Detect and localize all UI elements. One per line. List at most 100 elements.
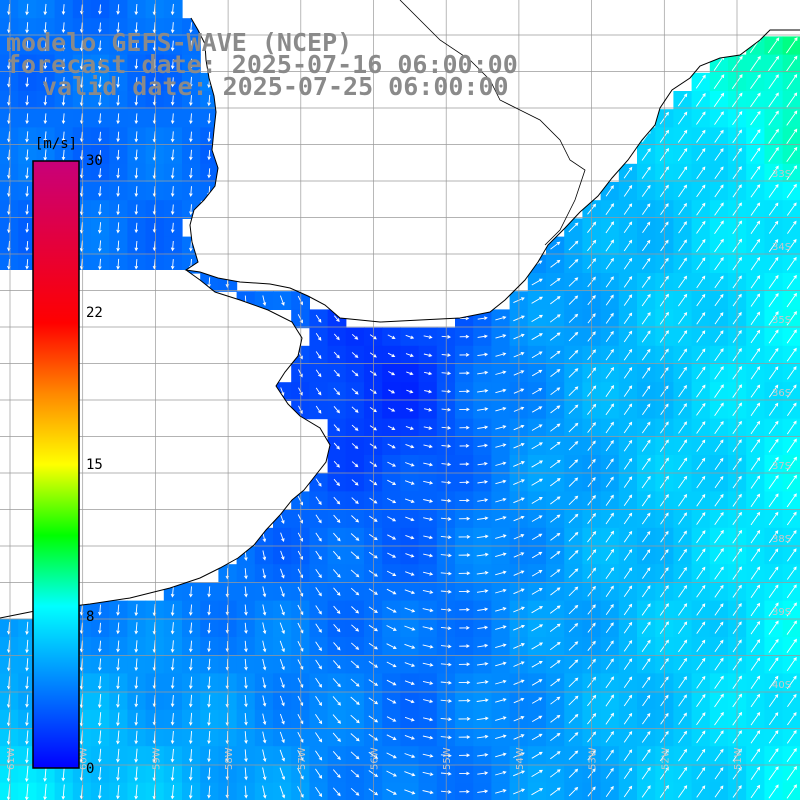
wind-arrow bbox=[768, 366, 779, 380]
wind-arrow bbox=[386, 661, 397, 668]
wind-arrow bbox=[404, 734, 415, 740]
wind-arrow bbox=[678, 657, 688, 671]
wind-arrow bbox=[387, 461, 397, 467]
wind-arrow bbox=[422, 680, 434, 685]
wind-arrow bbox=[134, 58, 139, 70]
wind-arrow bbox=[495, 352, 507, 357]
wind-arrow bbox=[404, 625, 416, 631]
wind-arrow bbox=[623, 385, 633, 397]
wind-arrow bbox=[458, 571, 471, 576]
wind-arrow bbox=[623, 439, 633, 452]
wind-arrow bbox=[332, 714, 342, 724]
wind-arrow bbox=[315, 333, 322, 341]
wind-arrow bbox=[641, 312, 651, 325]
wind-arrow bbox=[714, 548, 724, 562]
wind-arrow bbox=[678, 348, 688, 361]
wind-arrow bbox=[786, 37, 798, 54]
wind-arrow bbox=[787, 530, 797, 544]
wind-arrow bbox=[244, 568, 248, 580]
wind-arrow bbox=[405, 425, 414, 430]
wind-arrow bbox=[768, 693, 779, 707]
wind-arrow bbox=[97, 76, 102, 89]
wind-arrow bbox=[315, 387, 322, 396]
wind-arrow bbox=[768, 420, 779, 435]
wind-arrow bbox=[368, 679, 379, 686]
wind-arrow bbox=[332, 751, 341, 761]
wind-arrow bbox=[714, 693, 724, 708]
wind-arrow bbox=[550, 714, 561, 723]
wind-arrow bbox=[623, 421, 633, 434]
wind-arrow bbox=[116, 76, 120, 88]
wind-arrow bbox=[605, 658, 614, 670]
wind-arrow bbox=[678, 766, 688, 780]
wind-arrow bbox=[531, 442, 543, 450]
wind-arrow bbox=[568, 641, 579, 651]
wind-arrow bbox=[768, 165, 779, 180]
wind-arrow bbox=[351, 333, 359, 340]
wind-arrow bbox=[550, 405, 561, 414]
wind-arrow bbox=[568, 786, 579, 797]
wind-arrow bbox=[279, 695, 285, 707]
wind-arrow bbox=[678, 403, 687, 416]
wind-arrow bbox=[315, 677, 323, 688]
wind-arrow bbox=[642, 676, 651, 689]
wind-arrow bbox=[368, 788, 379, 796]
wind-arrow bbox=[678, 639, 688, 653]
wind-arrow bbox=[531, 642, 544, 650]
wind-arrow bbox=[678, 184, 688, 198]
wind-arrow bbox=[404, 643, 416, 649]
wind-arrow bbox=[262, 586, 267, 598]
wind-arrow bbox=[476, 516, 489, 521]
wind-arrow bbox=[333, 315, 340, 322]
wind-arrow bbox=[477, 370, 489, 375]
wind-arrow bbox=[422, 717, 434, 722]
wind-arrow bbox=[170, 259, 175, 270]
wind-arrow bbox=[714, 639, 724, 653]
wind-arrow bbox=[116, 58, 120, 70]
wind-arrow bbox=[315, 695, 323, 706]
wind-arrow bbox=[714, 184, 724, 198]
wind-arrow bbox=[405, 443, 415, 449]
wind-arrow bbox=[116, 95, 120, 107]
wind-arrow bbox=[134, 640, 139, 653]
wind-arrow bbox=[750, 165, 761, 180]
wind-arrow bbox=[262, 604, 267, 616]
wind-arrow bbox=[786, 766, 797, 781]
wind-arrow bbox=[531, 624, 544, 632]
wind-arrow bbox=[696, 111, 706, 125]
wind-arrow bbox=[568, 258, 579, 269]
wind-arrow bbox=[568, 713, 579, 724]
wind-arrow bbox=[714, 129, 724, 143]
wind-arrow bbox=[568, 441, 579, 451]
wind-arrow bbox=[641, 184, 651, 197]
lon-label: 60W bbox=[79, 747, 90, 770]
wind-arrow bbox=[568, 295, 579, 305]
wind-arrow bbox=[642, 239, 651, 252]
lon-label: 54W bbox=[515, 747, 526, 770]
wind-arrow bbox=[6, 712, 11, 727]
wind-arrow bbox=[116, 40, 120, 52]
wind-arrow bbox=[642, 221, 651, 233]
wind-arrow bbox=[297, 767, 304, 780]
wind-arrow bbox=[696, 293, 706, 307]
wind-arrow bbox=[550, 569, 561, 578]
wind-arrow bbox=[768, 311, 779, 326]
wind-arrow bbox=[623, 694, 633, 707]
wind-arrow bbox=[134, 712, 138, 726]
wind-arrow bbox=[768, 493, 779, 508]
wind-arrow bbox=[279, 604, 285, 616]
wind-arrow bbox=[605, 458, 614, 470]
wind-arrow bbox=[297, 786, 304, 798]
wind-arrow bbox=[207, 749, 211, 763]
wind-arrow bbox=[170, 695, 175, 708]
wind-arrow bbox=[696, 512, 706, 525]
wind-arrow bbox=[696, 475, 706, 489]
wind-arrow bbox=[405, 534, 415, 540]
wind-arrow bbox=[134, 694, 139, 708]
wind-arrow bbox=[98, 258, 102, 270]
coastline-north bbox=[184, 17, 800, 323]
wind-arrow bbox=[696, 148, 706, 161]
wind-arrow bbox=[405, 462, 415, 467]
